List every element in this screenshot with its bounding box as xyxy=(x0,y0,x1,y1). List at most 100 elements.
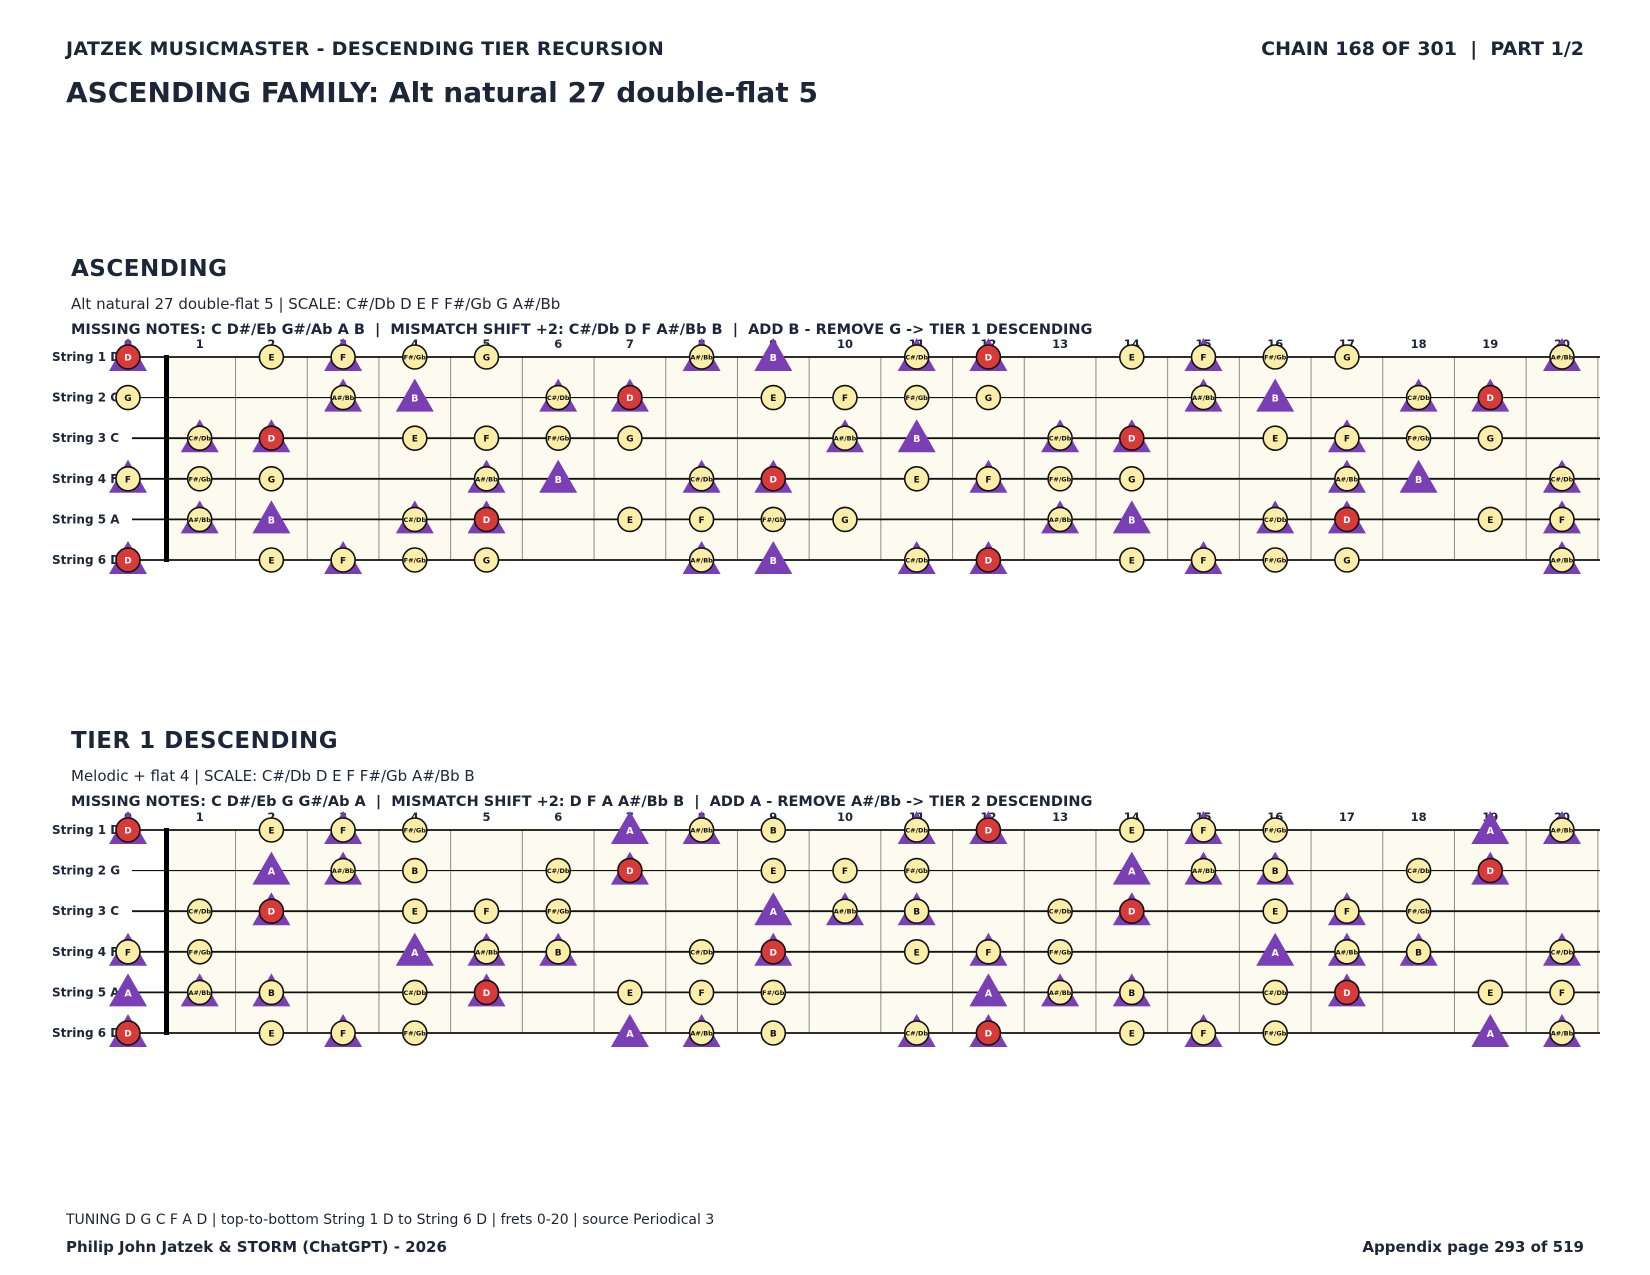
scale-note-marker xyxy=(1334,939,1360,965)
added-note-label: B xyxy=(555,475,562,486)
note-label: D xyxy=(1343,989,1350,999)
note-label: C#/Db xyxy=(905,827,928,835)
note-label: C#/Db xyxy=(403,516,426,524)
note-label: D xyxy=(124,557,131,567)
note-label: F#/Gb xyxy=(1264,557,1287,565)
added-note-label: B xyxy=(1272,394,1279,405)
added-note-triangle xyxy=(539,459,578,493)
fret-number: 1 xyxy=(196,337,204,351)
scale-note-marker xyxy=(545,857,572,884)
note-label: D xyxy=(626,867,633,877)
note-label: E xyxy=(1129,827,1135,837)
added-note-triangle xyxy=(1112,500,1151,534)
note-label: F xyxy=(842,867,848,877)
note-label: F xyxy=(1200,354,1206,364)
note-label: F#/Gb xyxy=(404,827,427,835)
note-label: D xyxy=(483,516,490,526)
note-label: A#/Bb xyxy=(475,475,498,483)
added-note-label: A xyxy=(1487,1029,1495,1040)
note-label: G xyxy=(985,394,992,404)
fret-number: 18 xyxy=(1411,337,1427,351)
note-label: F#/Gb xyxy=(547,908,570,916)
note-label: A#/Bb xyxy=(1551,827,1574,835)
root-note-marker xyxy=(115,547,141,573)
root-note-marker xyxy=(1477,857,1504,884)
note-label: E xyxy=(1487,516,1493,526)
note-label: E xyxy=(412,908,418,918)
note-label: E xyxy=(268,1030,274,1040)
note-label: B xyxy=(913,908,920,918)
added-note-triangle xyxy=(754,338,793,371)
string-label: String 4 F xyxy=(52,472,118,486)
scale-note-marker xyxy=(1334,425,1360,451)
fret-number: 17 xyxy=(1339,810,1355,824)
note-label: A#/Bb xyxy=(1049,516,1072,524)
scale-note-marker xyxy=(760,384,787,411)
scale-note-marker xyxy=(688,1020,715,1046)
scale-note-marker xyxy=(688,466,715,492)
note-label: D xyxy=(626,394,633,404)
scale-note-marker xyxy=(975,939,1002,965)
fret-number: 5 xyxy=(482,810,490,824)
note-label: F#/Gb xyxy=(1407,435,1430,443)
note-label: E xyxy=(627,516,633,526)
fret-number: 10 xyxy=(837,337,853,351)
note-label: A#/Bb xyxy=(188,516,211,524)
fret-number: 10 xyxy=(837,810,853,824)
note-label: F#/Gb xyxy=(1407,908,1430,916)
scale-note-marker xyxy=(401,979,428,1006)
scale-note-marker xyxy=(401,425,428,451)
root-note-marker xyxy=(1334,506,1360,533)
fret-number: 18 xyxy=(1411,810,1427,824)
note-label: A#/Bb xyxy=(690,354,713,362)
scale-note-marker xyxy=(186,506,213,533)
note-label: C#/Db xyxy=(690,948,713,956)
scale-note-marker xyxy=(1549,1020,1575,1046)
note-label: F xyxy=(1200,827,1206,837)
note-label: D xyxy=(124,354,131,364)
scale-note-marker xyxy=(330,857,356,884)
scale-note-marker xyxy=(473,547,500,573)
scale-note-marker xyxy=(186,466,213,492)
scale-note-marker xyxy=(688,939,715,965)
note-label: D xyxy=(124,827,131,837)
added-note-label: A xyxy=(626,1029,634,1040)
scale-note-marker xyxy=(760,506,787,533)
scale-note-marker xyxy=(688,344,715,370)
scale-note-marker xyxy=(473,898,500,924)
note-label: F#/Gb xyxy=(404,1030,427,1038)
note-label: D xyxy=(1487,867,1494,877)
scale-note-marker xyxy=(1262,425,1288,451)
nut xyxy=(164,828,169,1035)
scale-note-marker xyxy=(258,1020,285,1046)
fret-number: 6 xyxy=(554,810,562,824)
added-note-label: A xyxy=(1128,867,1136,878)
note-label: F#/Gb xyxy=(189,475,212,483)
scale-note-marker xyxy=(1047,939,1073,965)
note-label: A#/Bb xyxy=(332,394,355,402)
fretboard-ascending: String 1 D String 2 G String 3 C String 4 F… xyxy=(52,337,1600,574)
scale-note-marker xyxy=(832,857,858,884)
added-note-label: A xyxy=(626,826,634,837)
note-label: G xyxy=(268,475,275,485)
scale-note-marker xyxy=(401,1020,428,1046)
note-label: A#/Bb xyxy=(1192,394,1215,402)
scale-note-marker xyxy=(258,344,285,370)
scale-note-marker xyxy=(1405,898,1432,924)
added-note-triangle xyxy=(1471,811,1510,844)
scale-note-marker xyxy=(688,547,715,573)
fret-number: 2 xyxy=(267,810,275,824)
scale-note-marker xyxy=(617,979,643,1006)
note-label: D xyxy=(1128,908,1135,918)
note-label: E xyxy=(1487,989,1493,999)
note-label: C#/Db xyxy=(188,435,211,443)
scale-note-marker xyxy=(401,817,428,843)
added-note-triangle xyxy=(1471,1014,1510,1047)
tuning-note: TUNING D G C F A D | top-to-bottom Strin… xyxy=(66,1212,715,1228)
root-note-marker xyxy=(1477,384,1504,411)
scale-note-marker xyxy=(1549,817,1575,843)
scale-note-marker xyxy=(330,547,356,573)
section-title-tier1: TIER 1 DESCENDING xyxy=(71,728,339,754)
added-note-triangle xyxy=(969,973,1008,1007)
scale-note-marker xyxy=(760,817,787,843)
